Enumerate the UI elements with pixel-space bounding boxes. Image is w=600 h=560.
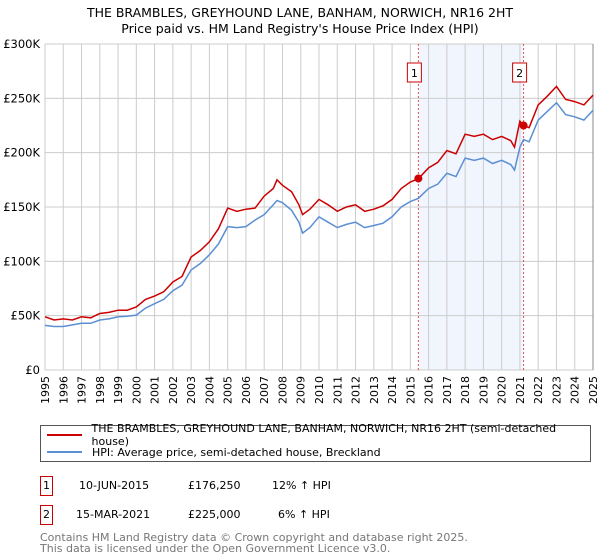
- transaction-number: 2: [40, 505, 53, 525]
- x-tick-label: 2017: [441, 376, 454, 404]
- y-tick-label: £200K: [3, 146, 40, 160]
- x-tick-label: 2023: [550, 376, 563, 404]
- x-tick-label: 1995: [39, 376, 52, 404]
- x-tick-label: 2002: [167, 376, 180, 404]
- transaction-price: £176,250: [188, 479, 241, 492]
- sale-point: [414, 174, 423, 183]
- sale-label: 1: [411, 67, 418, 80]
- x-tick-label: 2011: [331, 376, 344, 404]
- x-tick-label: 2007: [258, 376, 271, 404]
- x-tick-label: 2024: [569, 376, 582, 404]
- x-tick-label: 2014: [386, 376, 399, 404]
- x-tick-label: 2012: [350, 376, 363, 404]
- x-tick-label: 2013: [368, 376, 381, 404]
- x-tick-label: 2001: [149, 376, 162, 404]
- y-tick-label: £100K: [3, 254, 40, 268]
- x-tick-label: 2005: [222, 376, 235, 404]
- legend: THE BRAMBLES, GREYHOUND LANE, BANHAM, NO…: [40, 422, 591, 462]
- x-tick-label: 2025: [587, 376, 600, 404]
- legend-label: HPI: Average price, semi-detached house,…: [92, 445, 381, 459]
- x-tick-label: 2009: [295, 376, 308, 404]
- chart-title: THE BRAMBLES, GREYHOUND LANE, BANHAM, NO…: [86, 5, 514, 20]
- price-chart: 1995 1996 1997 1998 1999 2000 2001 2002 2003 2004…: [3, 37, 600, 404]
- x-tick-label: 1998: [94, 376, 107, 404]
- x-tick-label: 2019: [477, 376, 490, 404]
- transaction-hpi: 6% ↑ HPI: [278, 508, 330, 521]
- sale-label-box: [512, 62, 528, 83]
- legend-blue-line: [47, 451, 82, 453]
- legend-label: THE BRAMBLES, GREYHOUND LANE, BANHAM, NO…: [91, 422, 557, 448]
- sale-label: 2: [516, 67, 523, 80]
- footer-copyright: Contains HM Land Registry data © Crown c…: [40, 531, 468, 544]
- transaction-date: 10-JUN-2015: [79, 479, 150, 492]
- x-tick-label: 2006: [240, 376, 253, 404]
- sale-point: [519, 121, 528, 130]
- x-tick-label: 2018: [459, 376, 472, 404]
- legend-item-hpi: HPI: Average price, semi-detached house,…: [47, 444, 381, 460]
- x-tick-label: 2003: [185, 376, 198, 404]
- footer-licence: This data is licensed under the Open Gov…: [40, 542, 391, 555]
- transaction-number: 1: [40, 476, 53, 496]
- sale-label-box: [406, 62, 422, 83]
- x-tick-label: 2015: [404, 376, 417, 404]
- x-tick-label: 2021: [514, 376, 527, 404]
- x-tick-label: 2008: [276, 376, 289, 404]
- legend-item-property: THE BRAMBLES, GREYHOUND LANE, BANHAM, NO…: [47, 422, 590, 448]
- y-tick-label: £50K: [11, 309, 41, 323]
- x-tick-label: 2016: [423, 376, 436, 404]
- legend-red-line: [47, 434, 82, 436]
- y-tick-label: £150K: [3, 200, 40, 214]
- transaction-date: 15-MAR-2021: [76, 508, 151, 521]
- x-tick-label: 1997: [76, 376, 89, 404]
- x-tick-label: 2022: [532, 376, 545, 404]
- x-tick-label: 2004: [203, 376, 216, 404]
- x-tick-label: 2020: [496, 376, 509, 404]
- x-tick-label: 1999: [112, 376, 125, 404]
- y-tick-label: £300K: [3, 37, 40, 51]
- x-tick-label: 2010: [313, 376, 326, 404]
- y-tick-label: £250K: [3, 91, 40, 105]
- x-tick-label: 1996: [57, 376, 70, 404]
- transaction-hpi: 12% ↑ HPI: [272, 479, 331, 492]
- series-line: [44, 85, 594, 321]
- transaction-price: £225,000: [188, 508, 241, 521]
- chart-subtitle: Price paid vs. HM Land Registry's House …: [121, 21, 479, 36]
- series-line: [44, 101, 594, 328]
- x-tick-label: 2000: [130, 376, 143, 404]
- y-tick-label: £0: [25, 363, 40, 377]
